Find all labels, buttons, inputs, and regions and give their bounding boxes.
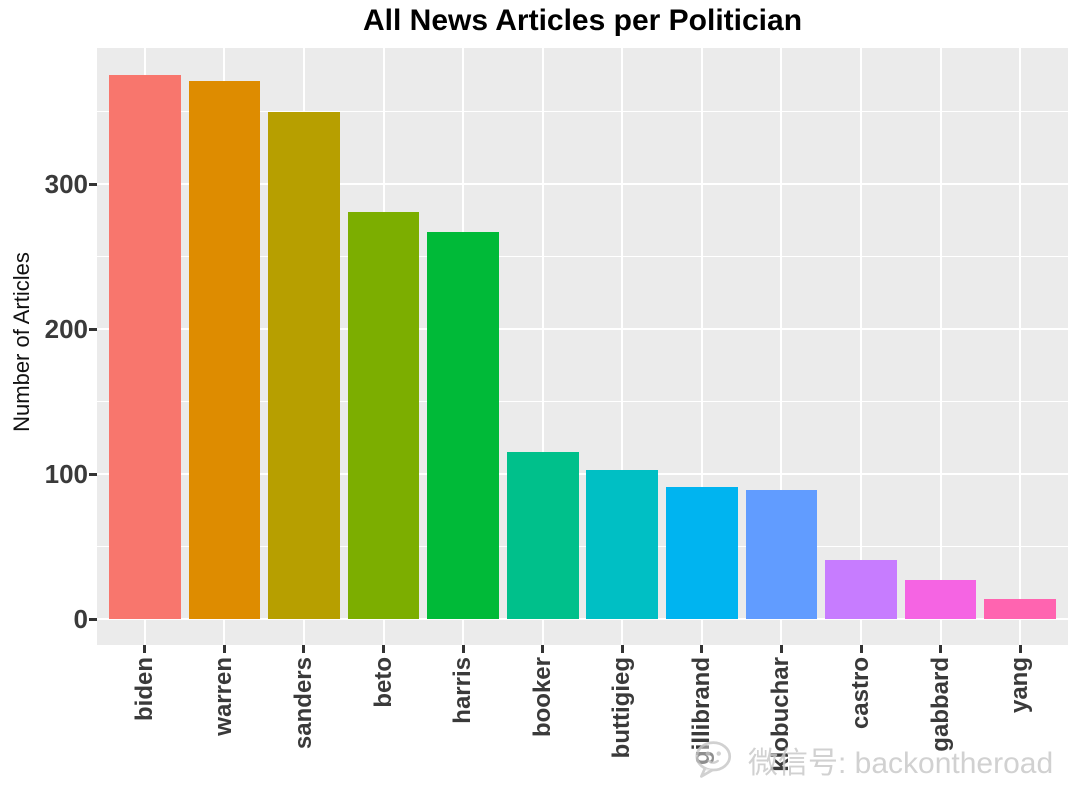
bar-castro <box>825 559 897 619</box>
x-tick-label-text-yang: yang <box>1006 657 1034 714</box>
bar-gabbard <box>904 579 977 619</box>
x-tick-label-booker: booker <box>529 657 610 737</box>
x-tick-mark-gabbard <box>939 645 943 653</box>
major-gridline-x-booker <box>541 48 544 645</box>
x-tick-label-biden: biden <box>131 657 196 721</box>
major-gridline-0 <box>97 618 1068 620</box>
x-tick-mark-beto <box>382 645 386 653</box>
y-tick-mark-200 <box>89 327 97 331</box>
watermark: 微信号: backontheroad <box>692 738 1053 782</box>
chart-title: All News Articles per Politician <box>362 4 803 37</box>
bar-buttigieg <box>586 469 659 619</box>
x-tick-mark-booker <box>541 645 545 653</box>
bar-beto <box>347 211 420 619</box>
bar-warren <box>188 81 261 619</box>
x-tick-label-text-biden: biden <box>130 657 158 721</box>
y-tick-label-0: 0 <box>73 604 88 634</box>
x-tick-label-text-castro: castro <box>847 657 875 730</box>
minor-gridline-250 <box>97 256 1068 257</box>
x-tick-label-beto: beto <box>370 657 422 708</box>
x-tick-label-text-klobuchar: klobuchar <box>767 657 795 772</box>
x-tick-mark-sanders <box>302 645 306 653</box>
bar-harris <box>427 231 499 619</box>
x-tick-mark-castro <box>859 645 863 653</box>
x-tick-label-warren: warren <box>210 657 290 736</box>
x-tick-label-harris: harris <box>449 657 517 724</box>
x-tick-label-text-beto: beto <box>369 657 397 708</box>
x-tick-label-text-sanders: sanders <box>289 657 317 750</box>
x-tick-label-text-gillibrand: gillibrand <box>687 657 715 765</box>
x-tick-mark-buttigieg <box>620 645 624 653</box>
major-gridline-300 <box>97 183 1068 185</box>
minor-gridline-150 <box>97 401 1068 402</box>
x-tick-label-text-harris: harris <box>449 657 477 724</box>
bar-sanders <box>268 111 340 619</box>
major-gridline-x-gabbard <box>939 48 942 645</box>
y-tick-label-100: 100 <box>44 459 88 489</box>
x-tick-label-text-gabbard: gabbard <box>926 657 954 752</box>
bar-klobuchar <box>745 489 818 619</box>
x-tick-label-text-warren: warren <box>210 657 238 736</box>
x-tick-mark-gillibrand <box>700 645 704 653</box>
bar-yang <box>984 598 1057 619</box>
x-tick-mark-warren <box>222 645 226 653</box>
y-tick-mark-300 <box>89 182 97 186</box>
y-tick-mark-100 <box>89 472 97 476</box>
x-tick-label-castro: castro <box>847 657 920 729</box>
major-gridline-x-yang <box>1019 48 1022 645</box>
minor-gridline-50 <box>97 546 1068 547</box>
x-tick-label-yang: yang <box>1006 657 1063 713</box>
major-gridline-x-gillibrand <box>700 48 703 645</box>
x-tick-label-text-booker: booker <box>528 657 556 738</box>
x-tick-mark-klobuchar <box>779 645 783 653</box>
bar-booker <box>506 452 579 619</box>
major-gridline-x-buttigieg <box>621 48 624 645</box>
x-tick-label-text-buttigieg: buttigieg <box>608 657 636 759</box>
major-gridline-200 <box>97 328 1068 330</box>
plot-panel <box>97 48 1068 645</box>
x-tick-mark-yang <box>1018 645 1022 653</box>
major-gridline-x-castro <box>860 48 863 645</box>
x-tick-mark-biden <box>143 645 147 653</box>
major-gridline-x-klobuchar <box>780 48 783 645</box>
y-axis-title-text: Number of Articles <box>9 252 34 432</box>
x-tick-mark-harris <box>461 645 465 653</box>
bar-gillibrand <box>666 487 738 619</box>
minor-gridline-350 <box>97 111 1068 112</box>
major-gridline-100 <box>97 473 1068 475</box>
y-tick-label-200: 200 <box>44 314 88 344</box>
bar-biden <box>108 75 181 619</box>
y-tick-mark-0 <box>89 617 97 621</box>
y-tick-label-300: 300 <box>44 169 88 199</box>
